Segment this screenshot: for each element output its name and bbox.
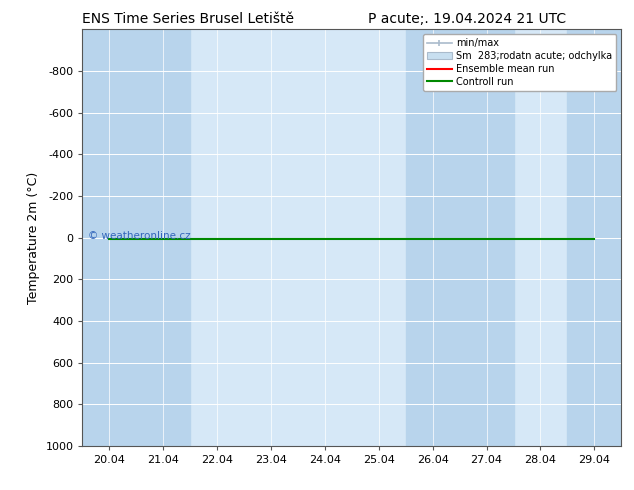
- Y-axis label: Temperature 2m (°C): Temperature 2m (°C): [27, 172, 40, 304]
- Bar: [82, 29, 136, 446]
- Bar: [406, 29, 460, 446]
- Text: © weatheronline.cz: © weatheronline.cz: [87, 231, 190, 241]
- Text: ENS Time Series Brusel Letiště: ENS Time Series Brusel Letiště: [82, 12, 294, 26]
- Bar: [136, 29, 190, 446]
- Text: P acute;. 19.04.2024 21 UTC: P acute;. 19.04.2024 21 UTC: [368, 12, 566, 26]
- Legend: min/max, Sm  283;rodatn acute; odchylka, Ensemble mean run, Controll run: min/max, Sm 283;rodatn acute; odchylka, …: [424, 34, 616, 91]
- Bar: [460, 29, 514, 446]
- Bar: [567, 29, 621, 446]
